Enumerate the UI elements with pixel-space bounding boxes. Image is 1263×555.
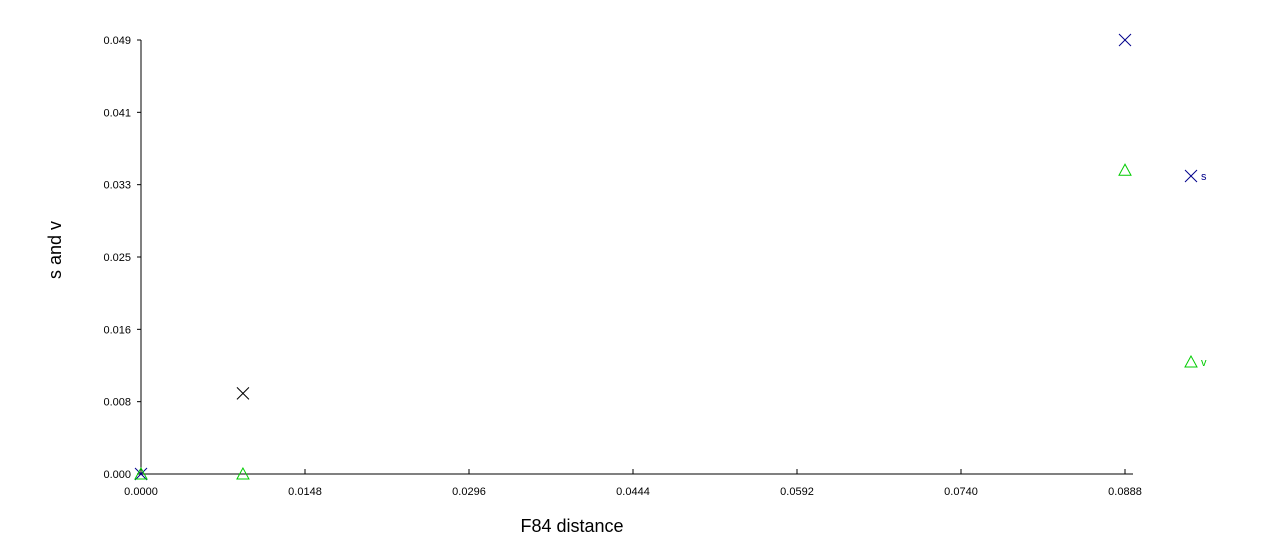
x-tick-label: 0.0740: [944, 486, 978, 498]
y-ticks: 0.000 0.008 0.016 0.025 0.033 0.041 0.049: [103, 35, 141, 481]
x-tick-label: 0.0000: [124, 486, 158, 498]
series-v-point: [1118, 163, 1132, 176]
legend: sv: [1184, 169, 1207, 369]
series-v-point: [236, 466, 250, 480]
legend-label-v: v: [1201, 357, 1207, 369]
series-s-point: [236, 387, 250, 400]
y-tick-label: 0.049: [103, 35, 131, 47]
y-axis-title: s and v: [45, 221, 65, 279]
series-s-point: [1118, 33, 1132, 47]
x-tick-label: 0.0296: [452, 486, 486, 498]
x-tick-label: 0.0888: [1108, 486, 1142, 498]
axes: [140, 40, 1133, 475]
x-ticks: 0.0000 0.0148 0.0296 0.0444 0.0592 0.0740 0.08…: [124, 469, 1142, 498]
legend-marker-s: [1184, 169, 1198, 183]
x-axis-title: F84 distance: [520, 516, 623, 536]
data-points: [134, 33, 1132, 481]
legend-label-s: s: [1201, 171, 1207, 183]
y-tick-label: 0.025: [103, 252, 131, 264]
y-tick-label: 0.033: [103, 180, 131, 192]
x-tick-label: 0.0148: [288, 486, 322, 498]
legend-marker-v: [1184, 354, 1198, 368]
y-tick-label: 0.016: [103, 324, 131, 336]
y-tick-label: 0.008: [103, 397, 131, 409]
x-tick-label: 0.0444: [616, 486, 650, 498]
y-tick-label: 0.000: [103, 469, 131, 481]
x-tick-label: 0.0592: [780, 486, 814, 498]
series-v-point: [134, 466, 148, 480]
y-tick-label: 0.041: [103, 107, 131, 119]
series-s-point: [134, 467, 148, 481]
